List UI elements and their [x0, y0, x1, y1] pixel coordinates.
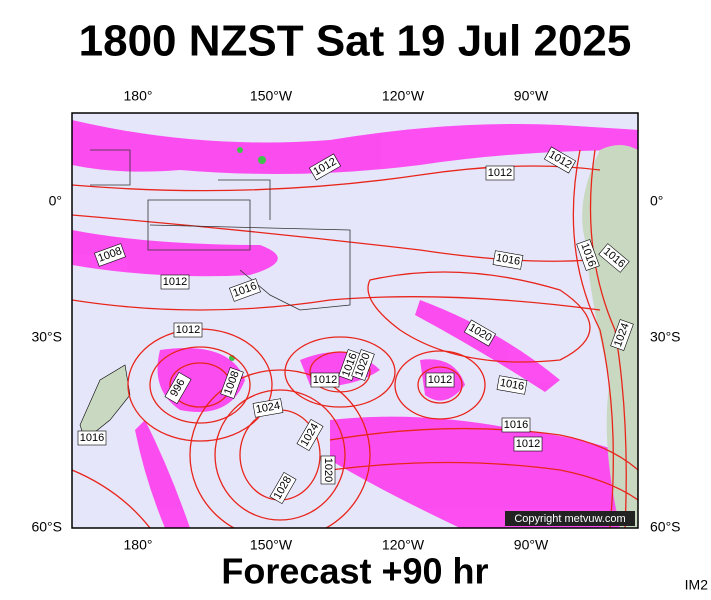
isobar-label-bg — [164, 371, 192, 405]
isobar-label: 1012 — [513, 436, 543, 452]
new-zealand — [79, 364, 131, 441]
forecast-label: Forecast +90 hr — [221, 551, 488, 592]
isobar-label-bg — [229, 278, 261, 302]
lon-label: 150°W — [250, 88, 293, 104]
lat-label: 30°S — [650, 329, 681, 345]
copyright-bg — [505, 511, 635, 526]
isobar-label-bg — [543, 146, 577, 174]
precipitation — [72, 120, 638, 528]
isobar-label: 1016 — [496, 375, 528, 395]
isobar-label-bg — [351, 349, 375, 381]
map-frame — [71, 112, 639, 529]
lon-label: 120°W — [382, 537, 425, 553]
isobar-label: 1020 — [320, 455, 336, 485]
isobar-label: 1016 — [576, 239, 600, 271]
isobar-label-bg — [160, 274, 190, 290]
isobar-label-text: 1012 — [163, 276, 187, 288]
isobar-label-bg — [173, 322, 203, 338]
eez-lines — [90, 149, 351, 311]
isobar-label: 1024 — [610, 319, 634, 351]
isobar-label-text: 1012 — [176, 324, 200, 336]
isobar-label-bg — [425, 372, 455, 388]
isobar-label: 1016 — [77, 430, 107, 446]
isobar-label: 1012 — [425, 372, 455, 388]
isobar-label-text: 1016 — [495, 252, 521, 268]
isobar-label: 1024 — [252, 398, 284, 418]
south-america — [582, 145, 638, 528]
title: 1800 NZST Sat 19 Jul 2025 — [79, 17, 632, 66]
lon-label: 150°W — [250, 537, 293, 553]
lat-label: 0° — [49, 193, 62, 209]
isobar-label-bg — [296, 418, 324, 452]
map-area — [72, 113, 638, 528]
lat-label: 0° — [650, 193, 663, 209]
isobar-label-text: 1024 — [255, 400, 281, 416]
isobar-label: 1008 — [94, 243, 126, 267]
lat-label: 60°S — [31, 519, 62, 535]
isobar-label-bg — [513, 436, 543, 452]
isobar-label: 1020 — [351, 349, 375, 381]
isobar-label-bg — [308, 153, 342, 181]
isobar-label-text: 1016 — [80, 432, 104, 444]
isobar-label-bg — [492, 250, 524, 270]
isobar-label-text: 1012 — [428, 374, 452, 386]
isobar-label-bg — [485, 165, 515, 181]
lat-label: 30°S — [31, 329, 62, 345]
isobar-label: 1016 — [229, 278, 261, 302]
isobar-label-text: 1016 — [499, 377, 525, 393]
lat-label: 60°S — [650, 519, 681, 535]
isobar-label-bg — [252, 398, 284, 418]
isobar-label-bg — [94, 243, 126, 267]
isobar-label: 1016 — [492, 250, 524, 270]
isobar-label-text: 1012 — [488, 167, 512, 179]
isobar-label: 1012 — [160, 274, 190, 290]
isobar-label-bg — [220, 367, 244, 399]
isobar-label-text: 1020 — [322, 458, 334, 482]
isobar-label-bg — [501, 417, 531, 433]
isobar-label: 1016 — [501, 417, 531, 433]
lon-label: 120°W — [382, 88, 425, 104]
isobar-label-bg — [598, 243, 630, 273]
image-id: IM2 — [685, 577, 709, 593]
isobar-label-bg — [310, 372, 340, 388]
isobar-label: 1012 — [485, 165, 515, 181]
isobar-label-text: 1016 — [504, 419, 528, 431]
isobar-label: 996 — [164, 371, 192, 405]
isobar-label-bg — [576, 239, 600, 271]
isobar-label-text: 1012 — [313, 374, 337, 386]
isobar-label-bg — [496, 375, 528, 395]
isobar-label-bg — [269, 471, 297, 505]
copyright: Copyright metvuw.com — [514, 513, 625, 525]
isobar-label: 1008 — [220, 367, 244, 399]
isobar-label: 1012 — [173, 322, 203, 338]
isobar-label: 1012 — [310, 372, 340, 388]
isobar-label-text: 1012 — [516, 438, 540, 450]
lon-label: 180° — [124, 537, 153, 553]
isobar-label-bg — [77, 430, 107, 446]
isobar-label-bg — [463, 319, 497, 347]
isobar-label-bg — [320, 455, 336, 485]
isobar-label-bg — [610, 319, 634, 351]
lon-label: 90°W — [514, 537, 549, 553]
isobars — [72, 149, 638, 528]
lon-label: 90°W — [514, 88, 549, 104]
lon-label: 180° — [124, 88, 153, 104]
graticule-labels: 180° 180° 150°W 150°W 120°W 120°W 90°W 90°W 0° 0°… — [31, 88, 680, 553]
